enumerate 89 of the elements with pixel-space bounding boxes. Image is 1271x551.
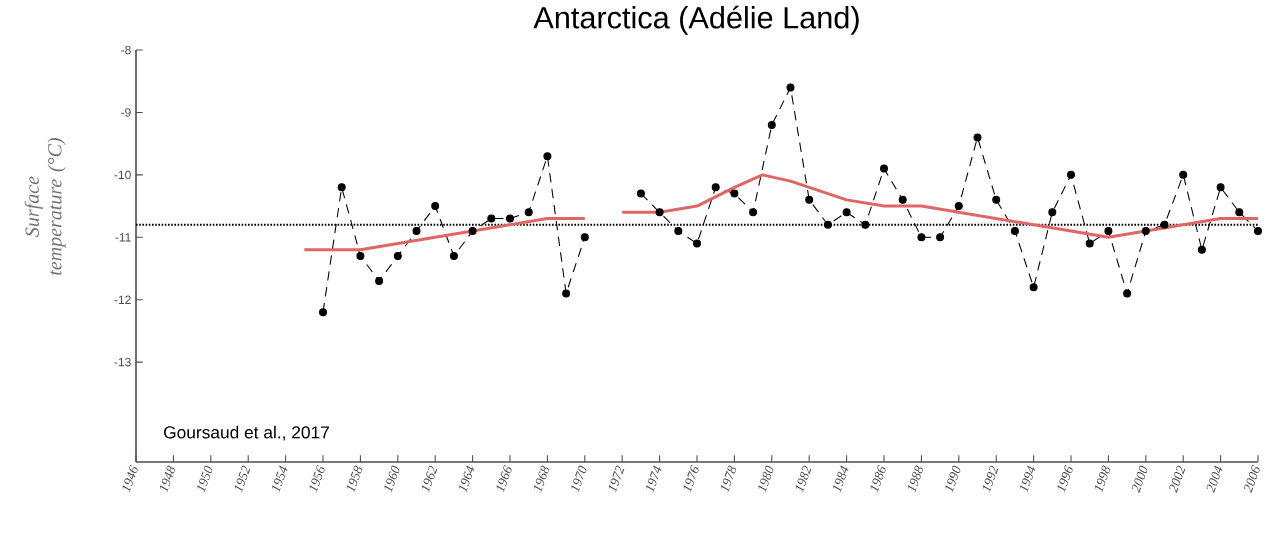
point xyxy=(954,202,963,211)
x-tick-label: 1988 xyxy=(908,465,924,493)
point xyxy=(580,233,589,242)
x-tick-label: 1980 xyxy=(758,465,774,493)
x-tick-label: 1970 xyxy=(571,465,587,493)
point xyxy=(319,308,328,317)
point xyxy=(936,233,945,242)
x-tick-label: 1986 xyxy=(870,465,886,493)
x-tick-label: 1998 xyxy=(1095,465,1111,493)
x-tick-label: 1962 xyxy=(421,465,438,493)
point xyxy=(917,233,926,242)
chart-title: Antarctica (Adélie Land) xyxy=(533,5,859,35)
x-tick-label: 1974 xyxy=(646,465,662,493)
point xyxy=(356,252,365,261)
point xyxy=(543,152,552,161)
x-tick-label: 1978 xyxy=(721,465,737,493)
point xyxy=(1160,220,1169,229)
y-tick-label: -8 xyxy=(121,45,131,55)
y-tick-label: -11 xyxy=(115,233,131,242)
x-tick-label: 1984 xyxy=(833,465,849,493)
point xyxy=(468,227,477,236)
x-tick-label: 1954 xyxy=(272,465,288,493)
point xyxy=(973,133,982,142)
point xyxy=(898,195,907,204)
point xyxy=(1254,227,1263,236)
point xyxy=(655,208,664,217)
point xyxy=(992,195,1001,204)
point xyxy=(842,208,851,217)
point xyxy=(693,239,702,248)
point xyxy=(375,276,384,285)
y-tick-label: -9 xyxy=(121,108,131,117)
annotation: Goursaud et al., 2017 xyxy=(164,425,329,441)
point xyxy=(823,220,832,229)
point xyxy=(861,220,870,229)
point xyxy=(674,227,683,236)
point xyxy=(880,164,889,173)
point xyxy=(393,252,402,261)
x-tick-label: 1968 xyxy=(534,465,550,493)
point xyxy=(1048,208,1057,217)
y-axis-title: Surface temperature (°C) xyxy=(24,138,66,275)
point xyxy=(1123,289,1132,298)
point xyxy=(1085,239,1094,248)
point xyxy=(337,183,346,192)
x-tick-label: 1982 xyxy=(795,465,812,493)
point xyxy=(767,120,776,129)
point xyxy=(1104,227,1113,236)
y-tick-label: -10 xyxy=(114,170,131,180)
point xyxy=(711,183,720,192)
point xyxy=(1235,208,1244,217)
point xyxy=(1141,227,1150,236)
x-tick-label: 1976 xyxy=(683,465,699,493)
x-tick-label: 1960 xyxy=(384,465,400,493)
point xyxy=(1179,170,1188,179)
point xyxy=(1010,227,1019,236)
x-tick-label: 1946 xyxy=(122,465,138,493)
x-tick-label: 1966 xyxy=(496,465,512,493)
point xyxy=(749,208,758,217)
x-tick-label: 1958 xyxy=(347,465,363,493)
point xyxy=(487,214,496,223)
point xyxy=(1197,245,1206,254)
x-tick-label: 1964 xyxy=(459,465,475,493)
x-tick-label: 2000 xyxy=(1131,465,1148,493)
point xyxy=(786,83,795,92)
x-tick-label: 1994 xyxy=(1020,465,1036,493)
point xyxy=(506,214,515,223)
y-tick-label: -12 xyxy=(114,295,131,304)
point xyxy=(730,189,739,198)
x-tick-label: 1972 xyxy=(608,465,625,493)
point xyxy=(636,189,645,198)
x-tick-label: 1992 xyxy=(982,465,999,493)
point xyxy=(449,252,458,261)
point xyxy=(431,202,440,211)
x-tick-label: 1996 xyxy=(1057,465,1073,493)
point xyxy=(412,227,421,236)
point xyxy=(1216,183,1225,192)
point xyxy=(1067,170,1076,179)
x-tick-label: 1952 xyxy=(234,465,251,493)
y-tick-label: -13 xyxy=(114,357,131,367)
x-tick-label: 1948 xyxy=(160,465,176,493)
x-tick-label: 1956 xyxy=(309,465,325,493)
x-tick-label: 2002 xyxy=(1169,465,1186,493)
point xyxy=(524,208,533,217)
x-tick-label: 1950 xyxy=(197,465,213,493)
x-tick-label: 2006 xyxy=(1243,465,1260,493)
point xyxy=(805,195,814,204)
point xyxy=(562,289,571,298)
x-tick-label: 1990 xyxy=(945,465,961,493)
x-tick-label: 2004 xyxy=(1206,465,1223,493)
point xyxy=(1029,283,1038,292)
